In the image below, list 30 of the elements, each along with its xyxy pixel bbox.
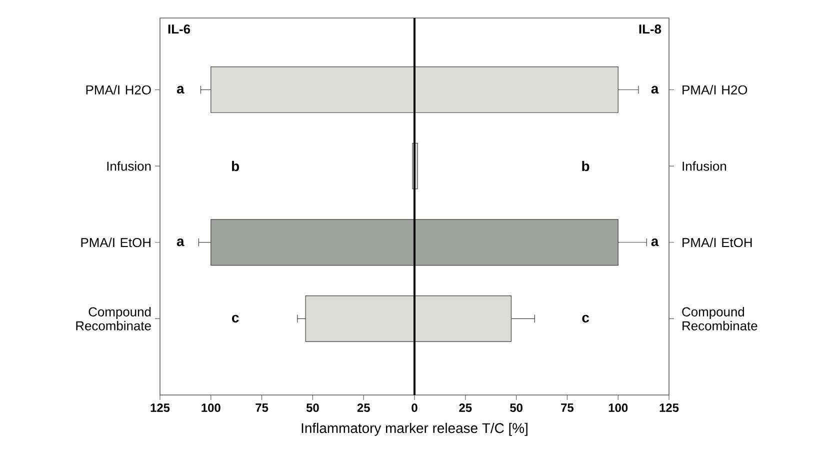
category-label: PMA/I EtOH: [682, 238, 752, 248]
annotation: c: [582, 314, 589, 323]
x-tick-label: 50: [306, 404, 319, 412]
x-tick-label: 50: [510, 404, 522, 412]
x-tick-label: 125: [150, 404, 170, 412]
annotation: a: [651, 86, 659, 94]
annotation: IL-8: [639, 24, 662, 34]
x-tick-label: 100: [608, 404, 628, 412]
annotation: IL-6: [168, 24, 190, 34]
y-tick-label: Infusion: [107, 161, 151, 171]
x-tick-label: 100: [202, 404, 220, 412]
category-label: PMA/I H2O: [682, 84, 748, 94]
x-tick-label: 0: [412, 404, 418, 412]
x-tick-label: 25: [459, 404, 472, 412]
x-tick-label: 75: [256, 404, 268, 412]
x-axis-title: Inflammatory marker release T/C [%]: [302, 422, 528, 436]
y-tick-label: PMA/I H2O: [86, 84, 151, 94]
annotation: c: [232, 314, 239, 323]
y-tick-label: PMA/I EtOH: [81, 238, 150, 248]
x-tick-label: 25: [357, 404, 370, 412]
annotation: a: [176, 86, 184, 94]
annotation: b: [232, 160, 240, 172]
y-tick-label: Compound Recombinate: [76, 306, 151, 330]
annotation: a: [176, 238, 184, 246]
x-tick-label: 75: [561, 404, 574, 412]
category-label: Compound Recombinate: [682, 306, 758, 330]
x-tick-label: 125: [660, 404, 679, 412]
category-label: Infusion: [682, 161, 726, 171]
annotation: a: [651, 238, 659, 246]
annotation: b: [582, 160, 590, 172]
